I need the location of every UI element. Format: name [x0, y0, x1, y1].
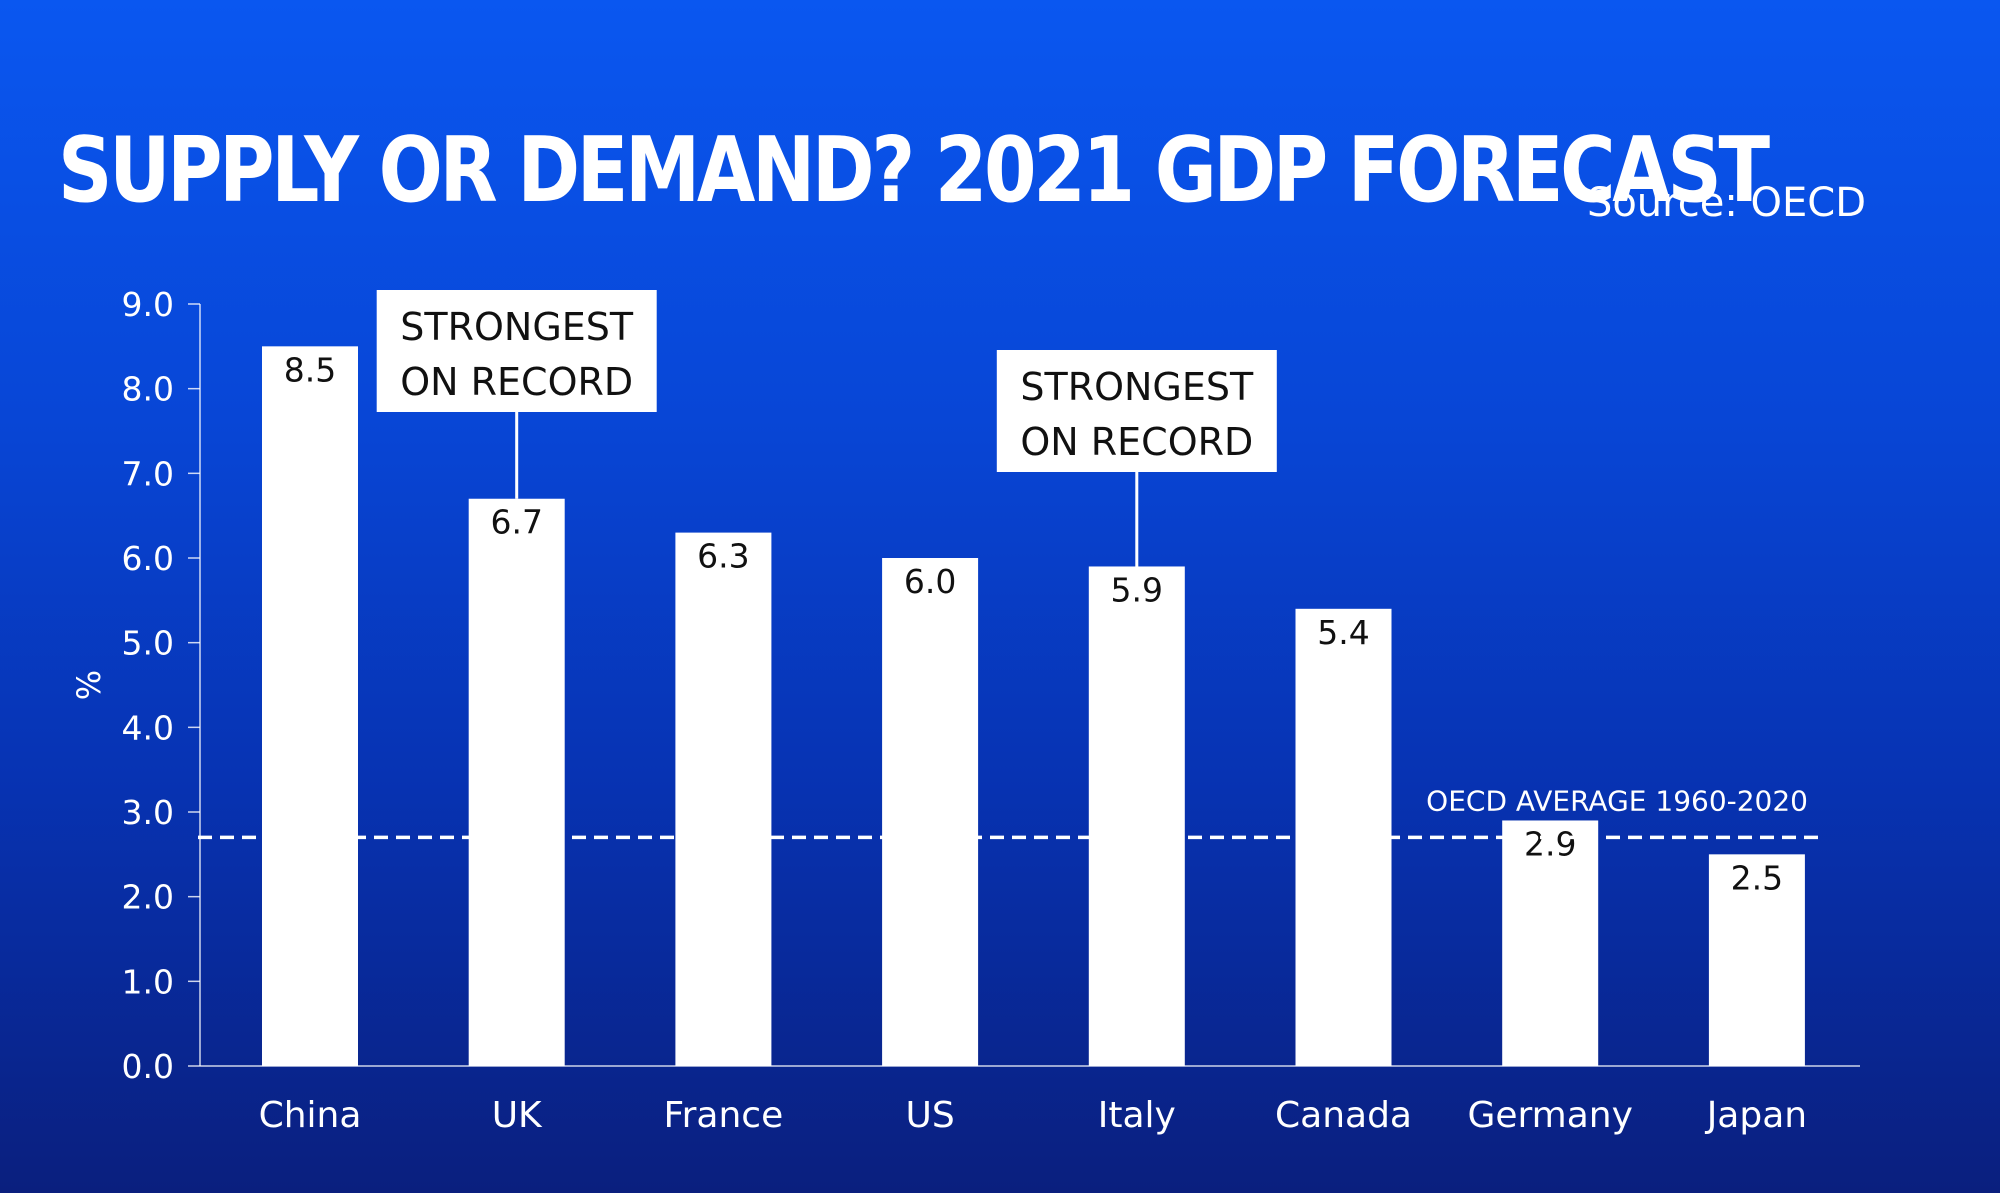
data-label: 8.5 — [284, 350, 336, 389]
data-label: 2.9 — [1524, 824, 1576, 863]
x-tick-label: Italy — [1098, 1095, 1176, 1136]
bar — [262, 346, 358, 1066]
y-axis-label: % — [70, 670, 108, 700]
x-tick-label: Germany — [1467, 1095, 1632, 1136]
annotations: STRONGEST ON RECORD STRONGEST ON RECORD — [376, 290, 1277, 567]
annotation-text: STRONGEST — [400, 305, 634, 349]
annotation-box — [376, 290, 657, 412]
data-label: 6.7 — [490, 503, 542, 542]
data-label: 6.0 — [904, 562, 956, 601]
annotation-text: STRONGEST — [1020, 365, 1254, 409]
axes: 0.0 1.0 2.0 3.0 4.0 5.0 6.0 7.0 8.0 9.0 — [122, 285, 1860, 1086]
data-label: 6.3 — [697, 537, 749, 576]
x-tick-label: UK — [492, 1095, 543, 1136]
data-label: 2.5 — [1731, 858, 1783, 897]
x-tick-label: Canada — [1275, 1095, 1412, 1136]
x-tick-label: US — [905, 1095, 954, 1136]
bars: 8.5 China 6.7 UK 6.3 France 6.0 US 5.9 Italy 5.4 Ca… — [259, 346, 1807, 1136]
bar — [1708, 854, 1805, 1066]
data-label: 5.4 — [1317, 613, 1369, 652]
bar — [675, 532, 772, 1066]
y-tick-label: 2.0 — [122, 878, 174, 917]
y-tick-label: 6.0 — [122, 539, 174, 578]
y-tick-label: 5.0 — [122, 624, 174, 663]
x-tick-label: China — [259, 1095, 362, 1136]
y-tick-label: 8.0 — [122, 370, 174, 409]
reference-line-group: OECD AVERAGE 1960-2020 — [198, 784, 1822, 840]
bar — [468, 498, 565, 1066]
y-tick-label: 7.0 — [122, 454, 174, 493]
annotation-box — [996, 350, 1277, 472]
annotation-text: ON RECORD — [400, 360, 633, 404]
annotation-text: ON RECORD — [1020, 420, 1253, 464]
bar — [1088, 566, 1185, 1066]
x-tick-label: France — [664, 1095, 784, 1136]
source-label: Source: OECD — [1586, 180, 1866, 226]
data-label: 5.9 — [1111, 570, 1163, 609]
x-tick-label: Japan — [1705, 1095, 1807, 1136]
y-tick-label: 4.0 — [122, 708, 174, 747]
chart-title: SUPPLY OR DEMAND? 2021 GDP FORECAST — [58, 118, 1770, 223]
y-tick-label: 3.0 — [122, 793, 174, 832]
y-tick-label: 1.0 — [122, 962, 174, 1001]
y-tick-label: 0.0 — [122, 1047, 174, 1086]
bar — [882, 558, 979, 1066]
y-tick-label: 9.0 — [122, 285, 174, 324]
reference-line-label: OECD AVERAGE 1960-2020 — [1426, 784, 1808, 817]
bar — [1502, 820, 1599, 1066]
